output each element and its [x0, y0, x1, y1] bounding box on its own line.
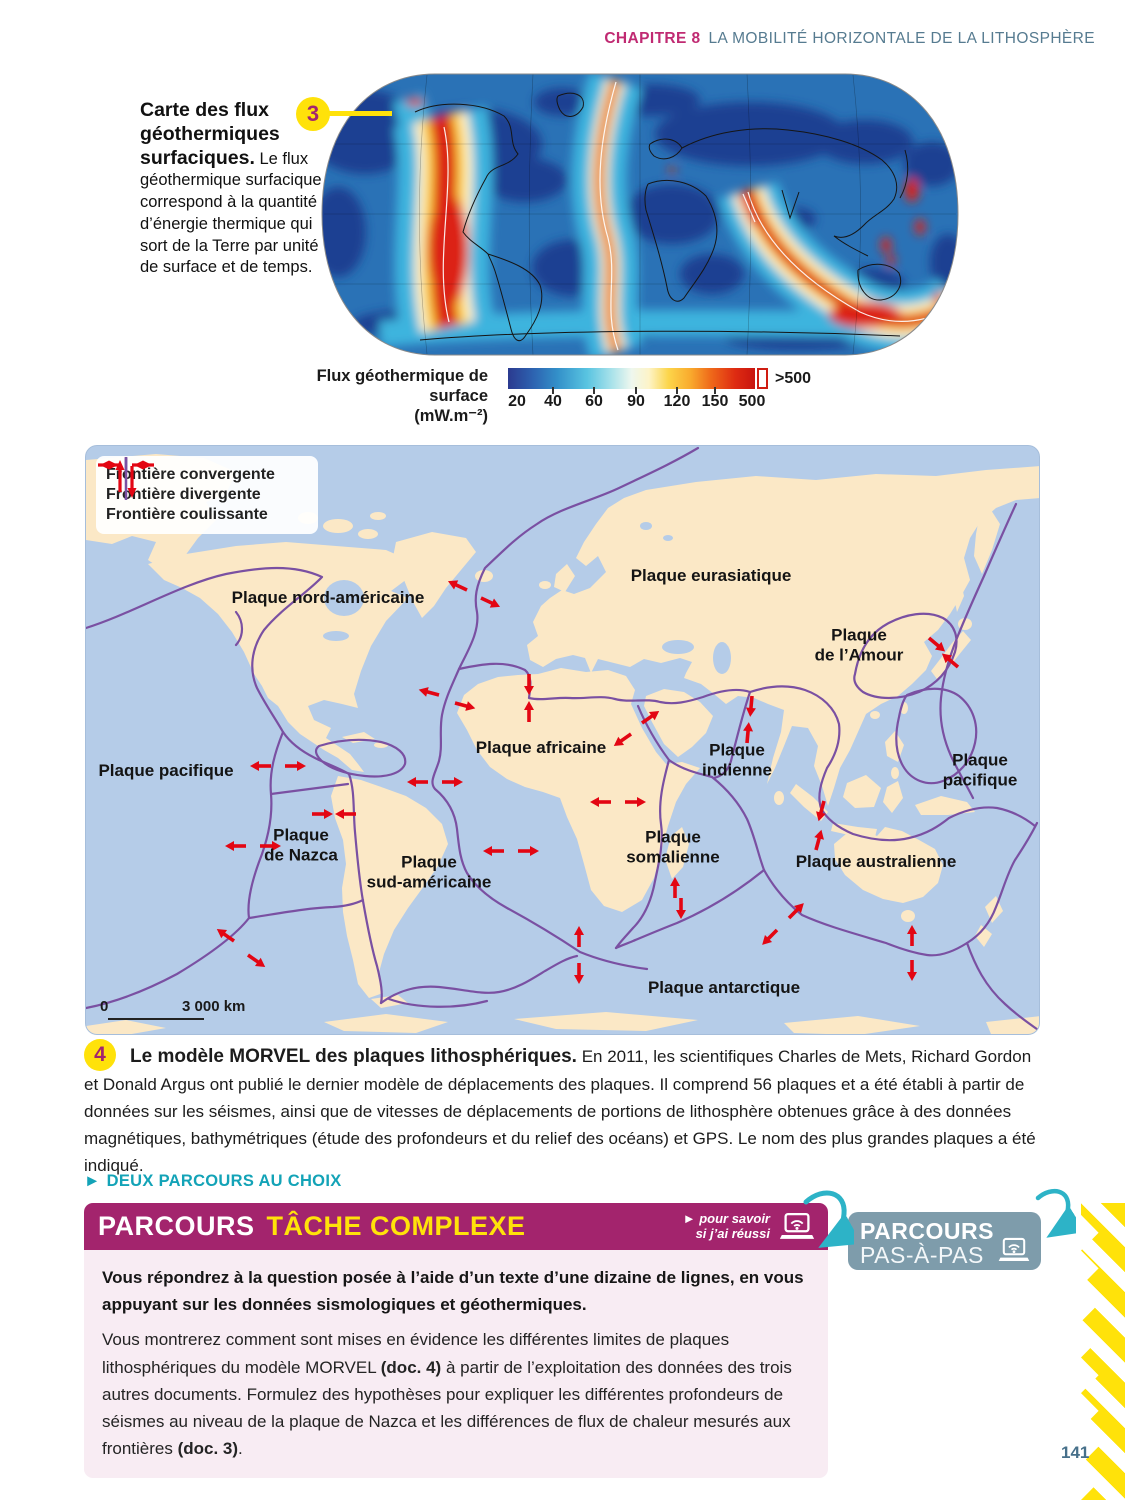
pas-parcours-label: PARCOURS [860, 1218, 994, 1244]
chapter-header: CHAPITRE 8 LA MOBILITÉ HORIZONTALE DE LA … [604, 30, 1095, 48]
legend-transform-label: Frontière coulissante [106, 506, 268, 523]
geothermal-flux-world-map [321, 73, 959, 356]
chapter-number: CHAPITRE 8 [604, 30, 701, 47]
tache-complexe-label: TÂCHE COMPLEXE [266, 1211, 526, 1241]
geo-tickmark [676, 387, 678, 394]
plate-label-nazca: Plaque de Nazca [264, 825, 338, 865]
scale-bar [108, 1018, 204, 1020]
doc4-number-badge: 4 [84, 1039, 116, 1071]
self-check-link[interactable]: ► pour savoir si j’ai réussi [683, 1211, 816, 1242]
doc3-number-badge: 3 [296, 97, 330, 131]
geo-overflow-label: >500 [775, 370, 812, 387]
parcours-pas-a-pas-button[interactable]: PARCOURS PAS-À-PAS [848, 1212, 1041, 1270]
doc4-reference: (doc. 4) [380, 1357, 442, 1377]
geo-tick: 500 [738, 393, 766, 410]
parcours-label: PARCOURS [98, 1211, 255, 1241]
parcours-complexe-body: Vous répondrez à la question posée à l’a… [84, 1250, 828, 1479]
plate-label-north-american: Plaque nord-américaine [231, 587, 425, 607]
geo-legend-unit: (mW.m⁻²) [414, 406, 488, 425]
geo-tick: 90 [627, 393, 645, 410]
doc3-caption: Carte des flux géothermiques surfaciques… [140, 99, 338, 279]
geo-tickmark [593, 387, 595, 394]
task-intro: Vous répondrez à la question posée à l’a… [102, 1268, 804, 1315]
plate-map-legend: Frontière convergente Frontière divergen… [96, 456, 318, 534]
laptop-wifi-icon[interactable] [997, 1237, 1031, 1263]
plate-label-pacific-west: Plaque pacifique [98, 760, 234, 780]
transform-boundary-icon [115, 458, 137, 500]
parcours-complexe-header: PARCOURS TÂCHE COMPLEXE ► pour savoir si… [84, 1203, 828, 1250]
plate-label-eurasian: Plaque eurasiatique [630, 565, 792, 585]
plate-label-amur: Plaque de l’Amour [814, 625, 904, 665]
geo-tick: 40 [544, 393, 562, 410]
geo-tick: 120 [663, 393, 691, 410]
geo-tickmark [552, 387, 554, 394]
kicker-arrow-icon: ► [84, 1172, 101, 1190]
plate-boundaries [86, 446, 1039, 1032]
geo-tick: 20 [508, 393, 526, 410]
two-paths-kicker: ► DEUX PARCOURS AU CHOIX [84, 1172, 342, 1190]
doc3-reference: (doc. 3) [177, 1439, 239, 1459]
doc3-badge-connector [320, 111, 392, 116]
doc4-caption: Le modèle MORVEL des plaques lithosphéri… [84, 1042, 1042, 1179]
inland-seas [323, 522, 731, 674]
geo-legend-label: Flux géothermique de surface (mW.m⁻²) [278, 367, 488, 426]
chapter-title: LA MOBILITÉ HORIZONTALE DE LA LITHOSPHÈR… [708, 30, 1095, 47]
legend-convergent-label: Frontière convergente [106, 466, 275, 483]
scale-zero: 0 [100, 998, 109, 1015]
geo-tickmark [714, 387, 716, 394]
geo-overflow-swatch [757, 368, 768, 389]
plate-label-african: Plaque africaine [475, 737, 607, 757]
curved-arrow-icon [803, 1190, 854, 1248]
plate-label-antarctic: Plaque antarctique [647, 977, 801, 997]
plate-label-indian: Plaque indienne [702, 740, 772, 780]
plate-label-somali: Plaque somalienne [626, 827, 720, 867]
geo-color-scale [508, 368, 755, 389]
plate-label-australian: Plaque australienne [795, 851, 957, 871]
geo-tickmark [635, 387, 637, 394]
plate-tectonics-map: Frontière convergente Frontière divergen… [85, 445, 1040, 1035]
geo-tick: 150 [701, 393, 729, 410]
pas-a-pas-label: PAS-À-PAS [860, 1242, 984, 1269]
legend-divergent-label: Frontière divergente [106, 486, 261, 503]
doc3-title: Carte des flux géothermiques surfaciques… [140, 99, 280, 169]
scale-distance: 3 000 km [182, 998, 246, 1015]
geo-tick: 60 [585, 393, 603, 410]
parcours-tache-complexe-panel: PARCOURS TÂCHE COMPLEXE ► pour savoir si… [84, 1203, 828, 1479]
plate-label-south-american: Plaque sud-américaine [366, 852, 492, 892]
page-number: 141 [1061, 1443, 1090, 1462]
task-body: Vous montrerez comment sont mises en évi… [102, 1330, 792, 1459]
doc3-description: Le flux géothermique surfacique correspo… [140, 149, 322, 277]
curved-arrow-icon [1035, 1188, 1076, 1238]
plate-label-pacific-east: Plaque pacifique [942, 750, 1018, 790]
doc4-title: Le modèle MORVEL des plaques lithosphéri… [130, 1046, 577, 1067]
doc4-description: En 2011, les scientifiques Charles de Me… [84, 1047, 1036, 1175]
laptop-wifi-icon[interactable] [778, 1212, 816, 1241]
